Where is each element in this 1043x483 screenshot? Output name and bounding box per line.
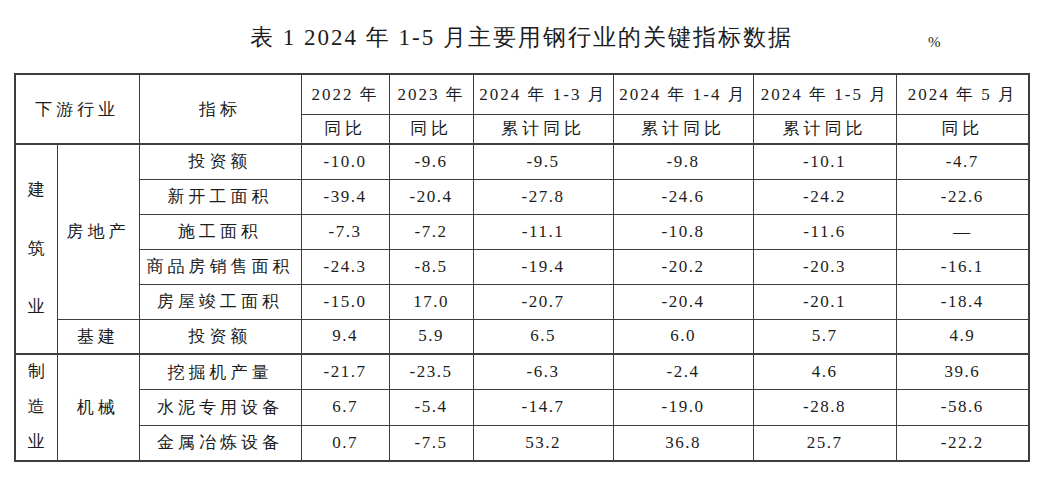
value-cell: -16.1 — [896, 249, 1029, 284]
table-row: 新开工面积 -39.4 -20.4 -27.8 -24.6 -24.2 -22.… — [15, 179, 1029, 214]
indicator-cell: 水泥专用设备 — [139, 390, 301, 426]
indicator-cell: 房屋竣工面积 — [139, 284, 301, 319]
indicator-cell: 金属冶炼设备 — [139, 425, 301, 461]
value-cell: -20.1 — [753, 284, 896, 319]
table-row: 商品房销售面积 -24.3 -8.5 -19.4 -20.2 -20.3 -16… — [15, 249, 1029, 284]
group-label: 制造业 — [27, 355, 46, 460]
header-period-2024-1-4: 2024 年 1-4 月 — [613, 74, 753, 114]
table-row: 水泥专用设备 6.7 -5.4 -14.7 -19.0 -28.8 -58.6 — [15, 390, 1029, 426]
value-cell: -58.6 — [896, 390, 1029, 426]
group-label: 建筑业 — [27, 161, 46, 337]
group-cell-manufacturing: 制造业 — [15, 354, 57, 461]
table-row: 房屋竣工面积 -15.0 17.0 -20.7 -20.4 -20.1 -18.… — [15, 284, 1029, 319]
header-sub-cum-1-4: 累计同比 — [613, 114, 753, 144]
value-cell: -18.4 — [896, 284, 1029, 319]
value-cell: -20.2 — [613, 249, 753, 284]
indicator-cell: 新开工面积 — [139, 179, 301, 214]
value-cell: -10.0 — [301, 144, 389, 179]
value-cell: -19.0 — [613, 390, 753, 426]
value-cell: -5.4 — [389, 390, 473, 426]
subgroup-cell-real-estate: 房地产 — [57, 144, 139, 319]
value-cell: 4.6 — [753, 354, 896, 390]
header-period-2024-5: 2024 年 5 月 — [896, 74, 1029, 114]
value-cell: -10.8 — [613, 214, 753, 249]
value-cell: -14.7 — [473, 390, 613, 426]
value-cell: 17.0 — [389, 284, 473, 319]
group-cell-construction: 建筑业 — [15, 144, 57, 354]
value-cell: -19.4 — [473, 249, 613, 284]
subgroup-cell-machinery: 机械 — [57, 354, 139, 461]
value-cell: -24.2 — [753, 179, 896, 214]
value-cell: 6.7 — [301, 390, 389, 426]
value-cell: 25.7 — [753, 425, 896, 461]
table-title-row: 表 1 2024 年 1-5 月主要用钢行业的关键指标数据 % — [0, 22, 1043, 53]
indicator-cell: 投资额 — [139, 144, 301, 179]
value-cell: -7.5 — [389, 425, 473, 461]
table-row: 建筑业 房地产 投资额 -10.0 -9.6 -9.5 -9.8 -10.1 -… — [15, 144, 1029, 179]
document-page: 表 1 2024 年 1-5 月主要用钢行业的关键指标数据 % 下游行业 指标 … — [0, 0, 1043, 483]
value-cell: -20.3 — [753, 249, 896, 284]
header-sub-yoy-2023: 同比 — [389, 114, 473, 144]
value-cell: -20.7 — [473, 284, 613, 319]
key-indicators-table: 下游行业 指标 2022 年 2023 年 2024 年 1-3 月 2024 … — [14, 73, 1030, 462]
indicator-cell: 投资额 — [139, 319, 301, 354]
value-cell: 53.2 — [473, 425, 613, 461]
value-cell: 6.5 — [473, 319, 613, 354]
value-cell: -22.6 — [896, 179, 1029, 214]
table-row: 基建 投资额 9.4 5.9 6.5 6.0 5.7 4.9 — [15, 319, 1029, 354]
indicator-cell: 商品房销售面积 — [139, 249, 301, 284]
unit-label: % — [928, 34, 941, 51]
indicator-cell: 挖掘机产量 — [139, 354, 301, 390]
value-cell: -21.7 — [301, 354, 389, 390]
table-row: 施工面积 -7.3 -7.2 -11.1 -10.8 -11.6 — — [15, 214, 1029, 249]
header-indicator: 指标 — [139, 74, 301, 144]
table-row: 制造业 机械 挖掘机产量 -21.7 -23.5 -6.3 -2.4 4.6 3… — [15, 354, 1029, 390]
header-downstream-industry: 下游行业 — [15, 74, 139, 144]
header-sub-yoy-may: 同比 — [896, 114, 1029, 144]
value-cell: -4.7 — [896, 144, 1029, 179]
value-cell: -8.5 — [389, 249, 473, 284]
value-cell: -24.3 — [301, 249, 389, 284]
header-period-2022: 2022 年 — [301, 74, 389, 114]
value-cell: -24.6 — [613, 179, 753, 214]
header-sub-cum-1-5: 累计同比 — [753, 114, 896, 144]
value-cell: 4.9 — [896, 319, 1029, 354]
value-cell: 0.7 — [301, 425, 389, 461]
value-cell: -11.6 — [753, 214, 896, 249]
header-sub-yoy-2022: 同比 — [301, 114, 389, 144]
subgroup-cell-infrastructure: 基建 — [57, 319, 139, 354]
value-cell: -7.2 — [389, 214, 473, 249]
header-sub-cum-1-3: 累计同比 — [473, 114, 613, 144]
value-cell: 5.7 — [753, 319, 896, 354]
value-cell: -39.4 — [301, 179, 389, 214]
value-cell: -6.3 — [473, 354, 613, 390]
value-cell: -20.4 — [389, 179, 473, 214]
value-cell: 39.6 — [896, 354, 1029, 390]
value-cell: 36.8 — [613, 425, 753, 461]
header-period-2024-1-5: 2024 年 1-5 月 — [753, 74, 896, 114]
value-cell: -9.5 — [473, 144, 613, 179]
value-cell: -15.0 — [301, 284, 389, 319]
value-cell: -28.8 — [753, 390, 896, 426]
value-cell: -23.5 — [389, 354, 473, 390]
value-cell: -11.1 — [473, 214, 613, 249]
value-cell: -27.8 — [473, 179, 613, 214]
value-cell: — — [896, 214, 1029, 249]
value-cell: 6.0 — [613, 319, 753, 354]
value-cell: -9.6 — [389, 144, 473, 179]
value-cell: -2.4 — [613, 354, 753, 390]
indicator-cell: 施工面积 — [139, 214, 301, 249]
value-cell: 5.9 — [389, 319, 473, 354]
header-period-2023: 2023 年 — [389, 74, 473, 114]
header-period-2024-1-3: 2024 年 1-3 月 — [473, 74, 613, 114]
value-cell: -22.2 — [896, 425, 1029, 461]
value-cell: 9.4 — [301, 319, 389, 354]
value-cell: -20.4 — [613, 284, 753, 319]
value-cell: -10.1 — [753, 144, 896, 179]
value-cell: -9.8 — [613, 144, 753, 179]
table-row: 金属冶炼设备 0.7 -7.5 53.2 36.8 25.7 -22.2 — [15, 425, 1029, 461]
value-cell: -7.3 — [301, 214, 389, 249]
table-title: 表 1 2024 年 1-5 月主要用钢行业的关键指标数据 — [250, 25, 793, 50]
